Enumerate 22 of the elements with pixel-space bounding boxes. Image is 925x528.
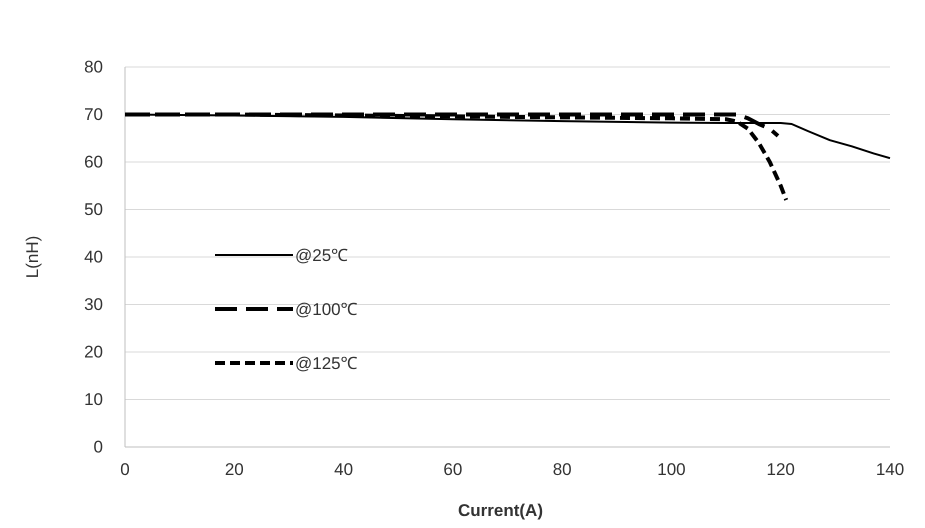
x-tick-label: 120: [766, 460, 795, 480]
y-tick-label: 60: [84, 152, 103, 172]
x-tick-label: 0: [120, 460, 130, 480]
x-tick-label: 100: [657, 460, 686, 480]
legend-label: @25℃: [295, 246, 348, 265]
legend-label: @100℃: [295, 300, 358, 319]
x-tick-label: 80: [552, 460, 572, 480]
y-axis-title: L(nH): [23, 236, 42, 278]
x-tick-label: 60: [443, 460, 462, 480]
y-tick-label: 80: [84, 57, 103, 76]
x-tick-label: 140: [876, 460, 904, 480]
x-tick-label: 20: [224, 460, 244, 480]
y-tick-label: 50: [84, 200, 103, 219]
x-tick-label: 40: [334, 460, 354, 480]
x-axis-title: Current(A): [458, 501, 543, 520]
y-tick-label: 20: [84, 342, 103, 362]
y-tick-label: 30: [84, 294, 103, 314]
y-tick-label: 40: [84, 247, 103, 266]
y-tick-label: 70: [84, 104, 103, 124]
y-tick-label: 10: [84, 390, 103, 409]
y-tick-label: 0: [94, 437, 103, 456]
legend-label: @125℃: [295, 354, 358, 373]
